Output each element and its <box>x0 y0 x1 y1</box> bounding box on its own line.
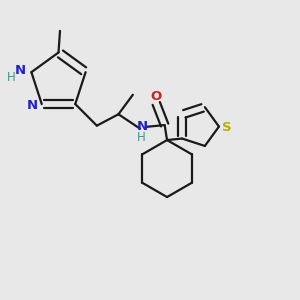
Text: H: H <box>7 71 15 84</box>
Text: N: N <box>137 120 148 134</box>
Text: N: N <box>14 64 26 77</box>
Text: S: S <box>222 121 232 134</box>
Text: H: H <box>137 130 146 144</box>
Text: N: N <box>27 99 38 112</box>
Text: O: O <box>150 90 161 104</box>
